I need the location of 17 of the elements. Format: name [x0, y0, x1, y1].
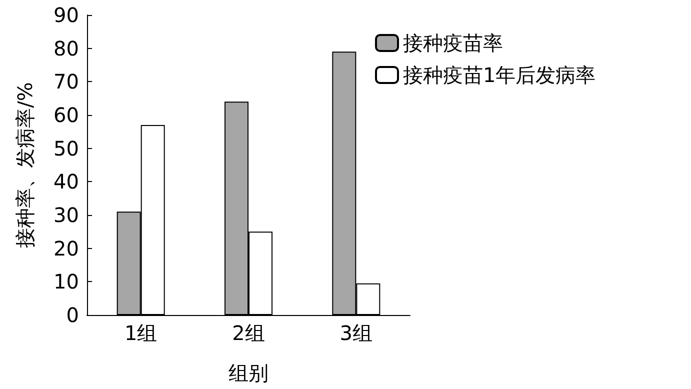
legend-label: 接种疫苗1年后发病率 [403, 63, 596, 87]
y-axis-title: 接种率、发病率/% [13, 82, 37, 248]
y-tick-label: 50 [54, 136, 79, 160]
x-axis-title: 组别 [228, 361, 268, 385]
y-tick-label: 60 [54, 103, 79, 127]
x-tick-label: 3组 [340, 321, 373, 345]
y-tick-label: 10 [54, 270, 79, 294]
x-tick-label: 1组 [124, 321, 158, 345]
y-tick-label: 70 [54, 70, 79, 94]
x-tick-label: 2组 [232, 321, 265, 345]
y-tick-label: 90 [54, 3, 79, 27]
legend-label: 接种疫苗率 [403, 31, 503, 55]
y-tick-label: 80 [54, 36, 79, 60]
y-tick-label: 40 [54, 170, 79, 194]
y-tick-label: 0 [66, 303, 79, 327]
y-tick-label: 20 [54, 236, 79, 260]
y-tick-label: 30 [54, 203, 79, 227]
